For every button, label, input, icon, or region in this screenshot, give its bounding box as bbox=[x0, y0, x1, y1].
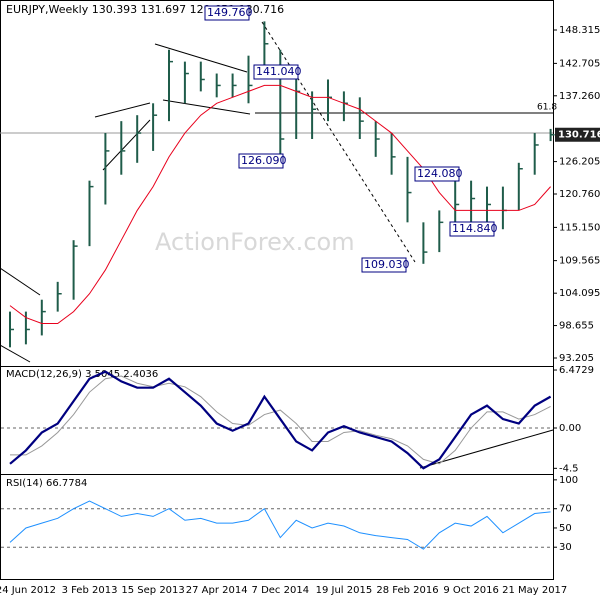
x-tick-label: 24 Jun 2012 bbox=[0, 585, 56, 596]
trendline bbox=[162, 99, 251, 115]
annotation-box bbox=[414, 166, 460, 182]
annotation: 141.040 bbox=[256, 65, 302, 78]
watermark: ActionForex.com bbox=[155, 228, 355, 256]
x-tick-label: 3 Feb 2013 bbox=[62, 585, 118, 596]
y-tick-label: 120.760 bbox=[559, 189, 600, 200]
trendline bbox=[102, 119, 151, 171]
y-tick-label: -4.5 bbox=[559, 463, 579, 474]
y-tick-label: 148.315 bbox=[559, 25, 600, 36]
y-tick-label: 70 bbox=[559, 504, 572, 515]
rsi-title: RSI(14) 66.7784 bbox=[6, 478, 87, 489]
trendline bbox=[94, 102, 151, 118]
annotation-box bbox=[449, 221, 495, 237]
last-price-label: 130.716 bbox=[558, 130, 600, 141]
y-tick-label: 93.205 bbox=[559, 353, 594, 364]
line bbox=[10, 375, 551, 465]
trendline bbox=[0, 267, 41, 296]
y-tick-label: 0.00 bbox=[559, 423, 581, 434]
x-tick-label: 28 Feb 2016 bbox=[376, 585, 438, 596]
x-tick-label: 27 Apr 2014 bbox=[186, 585, 248, 596]
x-tick-label: 9 Oct 2016 bbox=[443, 585, 498, 596]
trendlines bbox=[0, 21, 554, 469]
y-tick-label: 104.095 bbox=[559, 288, 600, 299]
x-tick-label: 19 Jul 2015 bbox=[316, 585, 373, 596]
y-tick-label: 100 bbox=[559, 475, 578, 486]
trendline bbox=[154, 43, 248, 73]
trendline bbox=[0, 344, 31, 363]
line bbox=[9, 500, 551, 550]
y-tick-label: 142.705 bbox=[559, 58, 600, 69]
y-tick-label: 137.260 bbox=[559, 91, 600, 102]
x-tick-label: 7 Dec 2014 bbox=[252, 585, 310, 596]
annotation: 61.8 bbox=[537, 103, 557, 113]
y-tick-label: 98.655 bbox=[559, 321, 594, 332]
y-tick-label: 30 bbox=[559, 542, 572, 553]
macd-title: MACD(12,26,9) 3.5045 2.4036 bbox=[6, 369, 158, 380]
annotation-box bbox=[238, 153, 284, 169]
annotation: 149.760 bbox=[207, 6, 253, 19]
annotation: 109.030 bbox=[364, 258, 410, 271]
y-tick-label: 109.565 bbox=[559, 256, 600, 267]
annotation: 124.080 bbox=[417, 167, 463, 180]
annotation: 114.840 bbox=[452, 222, 498, 235]
rsi-panel bbox=[0, 474, 554, 580]
y-tick-label: 50 bbox=[559, 523, 572, 534]
x-tick-label: 21 May 2017 bbox=[502, 585, 567, 596]
annotation-box bbox=[253, 64, 299, 80]
annotation-box bbox=[204, 5, 250, 21]
y-tick-label: 6.4729 bbox=[559, 365, 594, 376]
y-tick-label: 126.205 bbox=[559, 157, 600, 168]
annotation: 126.090 bbox=[241, 154, 287, 167]
line bbox=[9, 84, 551, 325]
last-price-box bbox=[555, 127, 600, 142]
y-tick-label: 115.150 bbox=[559, 222, 600, 233]
x-tick-label: 15 Sep 2013 bbox=[121, 585, 184, 596]
annotation-box bbox=[361, 257, 407, 273]
line bbox=[9, 370, 552, 470]
